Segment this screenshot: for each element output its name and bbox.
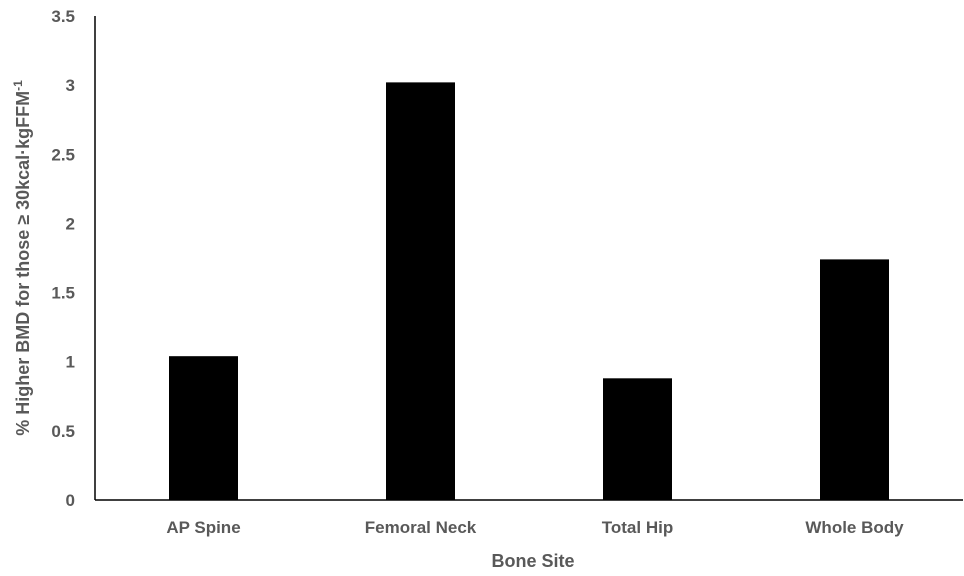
bar-femoral-neck <box>386 82 455 501</box>
x-axis-ticks: AP Spine Femoral Neck Total Hip Whole Body <box>166 518 904 537</box>
y-tick-label: 1 <box>66 353 75 372</box>
y-tick-label: 1.5 <box>51 284 75 303</box>
x-tick-label: Total Hip <box>602 518 673 537</box>
bar-whole-body <box>820 259 889 500</box>
y-axis-title-superscript: -1 <box>11 80 25 91</box>
x-tick-label: AP Spine <box>166 518 240 537</box>
y-axis-title: % Higher BMD for those ≥ 30kcal·kgFFM-1 <box>11 80 33 436</box>
y-tick-label: 2.5 <box>51 145 75 164</box>
x-axis-title: Bone Site <box>491 551 574 571</box>
y-tick-label: 2 <box>66 214 75 233</box>
bar-total-hip <box>603 378 672 500</box>
y-axis-title-text: % Higher BMD for those ≥ 30kcal·kgFFM <box>13 91 33 436</box>
y-tick-label: 0.5 <box>51 422 75 441</box>
y-axis-ticks: 0 0.5 1 1.5 2 2.5 3 3.5 <box>51 7 75 510</box>
x-tick-label: Whole Body <box>805 518 904 537</box>
bars <box>169 82 889 501</box>
bar-ap-spine <box>169 356 238 500</box>
y-tick-label: 3.5 <box>51 7 75 26</box>
y-tick-label: 3 <box>66 76 75 95</box>
y-tick-label: 0 <box>66 491 75 510</box>
x-tick-label: Femoral Neck <box>365 518 477 537</box>
